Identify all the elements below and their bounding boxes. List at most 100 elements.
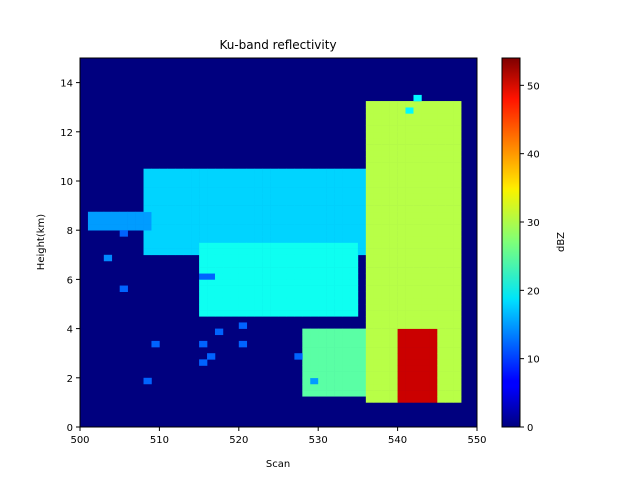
heatmap-cell xyxy=(270,310,279,317)
heatmap-cell xyxy=(389,291,398,299)
heatmap-cell xyxy=(381,211,390,219)
heatmap-cell xyxy=(357,236,367,243)
heatmap-cell xyxy=(397,267,406,274)
heatmap-cell xyxy=(429,291,438,299)
heatmap-cell xyxy=(334,193,343,200)
heatmap-cell xyxy=(349,193,359,200)
heatmap-cell xyxy=(214,168,224,176)
heatmap-cell xyxy=(349,291,359,299)
heatmap-cell xyxy=(318,224,327,231)
heatmap-cell xyxy=(397,187,406,194)
heatmap-cell xyxy=(342,297,351,305)
heatmap-cell xyxy=(278,285,287,292)
heatmap-cell xyxy=(207,248,216,256)
heatmap-cell xyxy=(429,390,438,397)
heatmap-cell xyxy=(357,340,367,348)
heatmap-cell xyxy=(246,211,255,219)
heatmap-cell xyxy=(389,205,398,213)
heatmap-cell xyxy=(429,131,438,139)
heatmap-cell xyxy=(270,279,279,286)
heatmap-cell xyxy=(294,254,303,262)
heatmap-cell xyxy=(421,390,430,397)
heatmap-cell xyxy=(445,137,454,145)
heatmap-cell xyxy=(437,353,446,360)
heatmap-cell xyxy=(270,273,279,280)
heatmap-cell xyxy=(207,285,216,292)
heatmap-cell xyxy=(199,285,208,292)
heatmap-cell xyxy=(405,205,414,213)
heatmap-cell xyxy=(429,181,438,188)
heatmap-cell xyxy=(373,371,383,379)
heatmap-cell xyxy=(326,291,335,299)
heatmap-cell xyxy=(437,291,446,299)
heatmap-cell xyxy=(318,285,327,292)
heatmap-cell xyxy=(381,150,390,157)
heatmap-cell xyxy=(310,347,319,354)
heatmap-cell xyxy=(207,224,216,231)
heatmap-cell xyxy=(437,162,446,169)
heatmap-cell xyxy=(421,137,430,145)
heatmap-cell xyxy=(334,328,343,336)
heatmap-cell xyxy=(326,236,335,243)
heatmap-cell xyxy=(230,230,240,237)
heatmap-cell xyxy=(405,113,414,120)
heatmap-cell xyxy=(397,304,406,311)
heatmap-cell xyxy=(397,248,406,256)
heatmap-cell xyxy=(437,217,446,225)
heatmap-cell xyxy=(373,174,383,182)
heatmap-cell xyxy=(373,334,383,342)
heatmap-cell xyxy=(342,390,351,397)
heatmap-cell xyxy=(429,365,438,372)
heatmap-cell xyxy=(310,242,319,249)
heatmap-cell xyxy=(214,267,224,274)
heatmap-cell xyxy=(199,297,208,305)
heatmap-cell xyxy=(381,199,390,206)
heatmap-cell xyxy=(238,267,248,274)
heatmap-cell xyxy=(389,224,398,231)
heatmap-cell xyxy=(310,224,319,231)
heatmap-cell xyxy=(365,340,375,348)
heatmap-cell xyxy=(191,193,200,200)
heatmap-cell xyxy=(437,174,446,182)
heatmap-cell xyxy=(294,279,303,286)
heatmap-cell xyxy=(397,396,406,403)
heatmap-cell xyxy=(373,211,383,219)
heatmap-cell xyxy=(310,377,319,385)
heatmap-cell xyxy=(357,224,367,231)
heatmap-cell xyxy=(453,291,462,299)
heatmap-cell xyxy=(151,248,160,256)
heatmap-cell xyxy=(381,193,390,200)
heatmap-cell xyxy=(445,297,454,305)
heatmap-cell xyxy=(214,174,224,182)
heatmap-cell xyxy=(167,248,176,256)
heatmap-cell xyxy=(429,260,438,268)
heatmap-cell xyxy=(207,297,216,305)
heatmap-cell xyxy=(270,187,279,194)
heatmap-cell xyxy=(183,242,192,249)
heatmap-cell xyxy=(429,334,438,342)
heatmap-cell xyxy=(389,365,398,372)
heatmap-cell xyxy=(389,230,398,237)
colorbar xyxy=(501,57,521,428)
heatmap-cell xyxy=(230,236,240,243)
x-tick-label: 510 xyxy=(150,435,169,446)
heatmap-cell xyxy=(349,168,359,176)
heatmap-cell xyxy=(262,273,271,280)
heatmap-cell xyxy=(302,377,311,385)
heatmap-cell xyxy=(167,224,176,231)
heatmap-cell xyxy=(262,260,271,268)
heatmap-cell xyxy=(278,267,287,274)
heatmap-cell xyxy=(207,291,216,299)
heatmap-cell xyxy=(238,260,248,268)
heatmap-cell xyxy=(357,242,367,249)
heatmap-cell xyxy=(365,230,375,237)
colorbar-tick-label: 10 xyxy=(527,355,540,366)
heatmap-cell xyxy=(199,242,208,249)
heatmap-cell xyxy=(103,217,113,225)
heatmap-cell xyxy=(397,131,406,139)
heatmap-cell xyxy=(175,248,184,256)
heatmap-cell xyxy=(397,217,406,225)
heatmap-cell xyxy=(413,340,422,348)
heatmap-cell xyxy=(397,322,406,329)
heatmap-cell xyxy=(349,273,359,280)
